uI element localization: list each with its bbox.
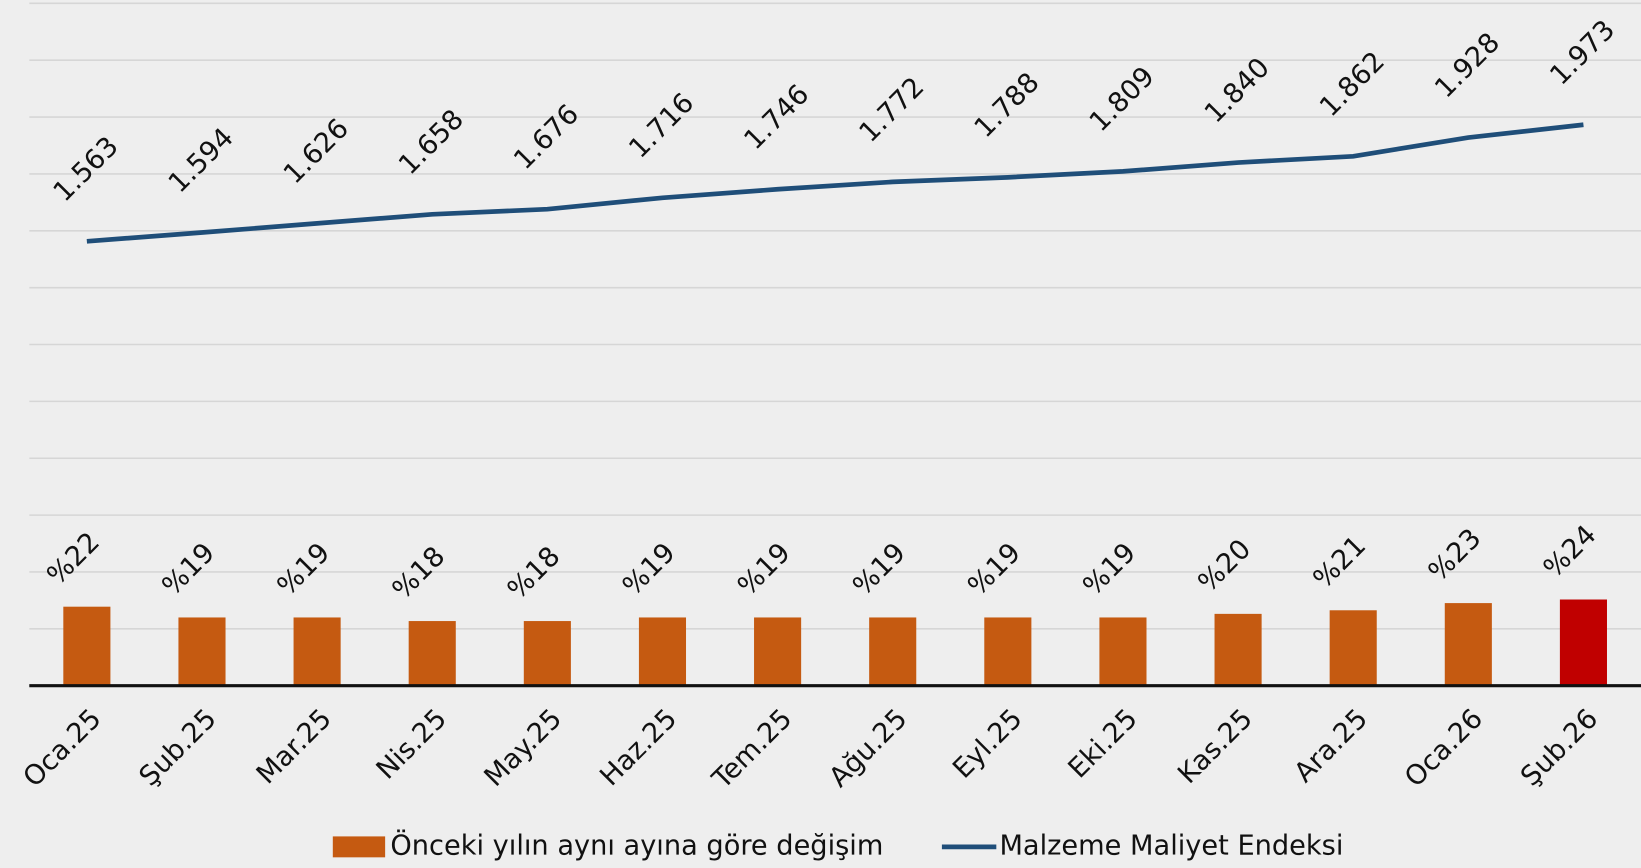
- bar: [1329, 610, 1377, 686]
- legend-swatch: [332, 836, 386, 858]
- line-value-label: 1.676: [508, 99, 585, 176]
- bar: [869, 617, 917, 686]
- bar: [1444, 603, 1492, 686]
- bar: [63, 606, 111, 686]
- bar-value-label: %19: [847, 537, 912, 602]
- bar: [178, 617, 226, 686]
- x-tick-label: May.25: [479, 703, 569, 793]
- bar-value-label: %19: [1077, 537, 1142, 602]
- line-value-label: 1.772: [854, 72, 931, 149]
- line-value-label: 1.658: [393, 104, 470, 181]
- line: [86, 122, 1584, 244]
- x-tick-label: Oca.26: [1399, 703, 1489, 793]
- x-tick-label: Tem.25: [706, 703, 798, 795]
- x-tick-label: Kas.25: [1172, 703, 1259, 790]
- bar: [1099, 617, 1147, 686]
- bar: [1559, 599, 1607, 686]
- bar-value-label: %23: [1423, 523, 1488, 588]
- line-value-label: 1.862: [1314, 46, 1391, 123]
- bar-value-label: %20: [1192, 534, 1257, 599]
- line-value-label: 1.594: [163, 122, 240, 199]
- x-tick-label: Ara.25: [1289, 703, 1374, 788]
- x-tick-label: Eki.25: [1063, 703, 1144, 784]
- bar-value-label: %24: [1538, 519, 1603, 584]
- x-tick-label: Şub.26: [1515, 703, 1604, 792]
- bar-value-label: %21: [1308, 530, 1373, 595]
- bar: [754, 617, 802, 686]
- x-tick-label: Haz.25: [594, 703, 683, 792]
- line-value-label: 1.563: [48, 131, 125, 208]
- x-tick-label: Eyl.25: [947, 703, 1028, 784]
- x-tick-label: Nis.25: [371, 703, 453, 785]
- bar-value-label: %18: [387, 541, 452, 606]
- x-tick-label: Ağu.25: [823, 703, 913, 793]
- x-tick-label: Mar.25: [251, 703, 338, 790]
- bar-value-label: %19: [962, 537, 1027, 602]
- bar: [408, 621, 456, 686]
- bar-value-label: %22: [41, 527, 106, 592]
- bar: [984, 617, 1032, 686]
- line-value-label: 1.626: [278, 113, 355, 190]
- line-value-label: 1.928: [1429, 27, 1506, 104]
- line-value-label: 1.716: [623, 87, 700, 164]
- x-tick-label: Oca.25: [18, 703, 108, 793]
- bar: [523, 621, 571, 686]
- bar: [293, 617, 341, 686]
- bar-value-label: %19: [617, 537, 682, 602]
- bar-value-label: %19: [732, 537, 797, 602]
- legend-label: Malzeme Maliyet Endeksi: [999, 830, 1343, 861]
- line-value-label: 1.809: [1084, 61, 1161, 138]
- bar-value-label: %18: [502, 541, 567, 606]
- x-tick-label: Şub.25: [134, 703, 223, 792]
- bar: [638, 617, 687, 686]
- line-value-label: 1.788: [969, 67, 1046, 144]
- line-value-label: 1.973: [1544, 14, 1621, 91]
- legend-label: Önceki yılın aynı ayına göre değişim: [390, 829, 883, 861]
- bar: [1214, 613, 1262, 686]
- bar-value-label: %19: [272, 537, 337, 602]
- bar-value-label: %19: [156, 537, 221, 602]
